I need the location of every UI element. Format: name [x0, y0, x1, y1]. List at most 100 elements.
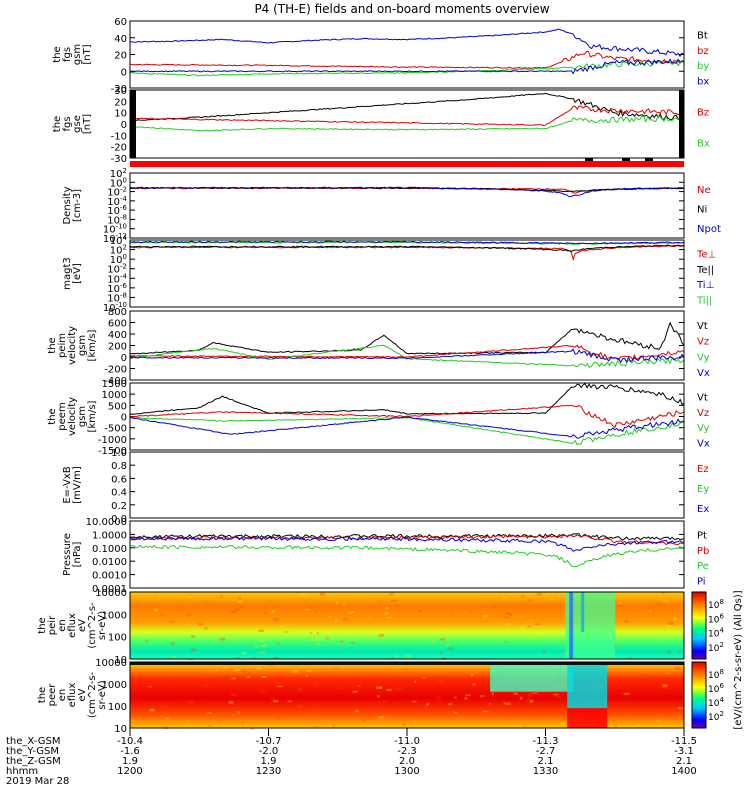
spectrogram-cell — [504, 614, 511, 616]
panel-frame — [129, 20, 685, 89]
spectrogram-cell — [412, 700, 417, 703]
ylabel: the — [52, 46, 63, 62]
spectrogram-cell — [378, 716, 385, 719]
xtick-label: -11.3 — [533, 736, 559, 747]
spectrogram-cell — [316, 632, 320, 635]
spectrogram-cell — [654, 603, 661, 605]
spectrogram-cell — [307, 670, 312, 672]
ytick-label: 10 — [114, 109, 127, 120]
spectrogram-cell — [393, 688, 398, 691]
spectrogram-cell — [247, 671, 252, 675]
spectrogram-cell — [479, 696, 483, 699]
spectrogram-cell — [465, 694, 471, 697]
colorbar-tick-label: 104 — [708, 696, 724, 709]
spectrogram-cell — [241, 669, 246, 673]
xtick-label: -10.4 — [117, 736, 143, 747]
status-bar — [130, 161, 684, 167]
ytick-label: 0.0010 — [92, 571, 127, 582]
ylabel: fgs — [62, 47, 73, 62]
spectrogram-cell — [519, 626, 526, 629]
spectrogram-cell — [553, 693, 559, 696]
spectrogram-cell — [203, 602, 210, 604]
ytick-label: 0 — [121, 413, 127, 424]
ytick-label: 1000 — [102, 680, 127, 691]
spectrogram-cell — [414, 680, 417, 683]
spectrogram-cell — [439, 651, 443, 655]
ylabel: [mV/m] — [72, 466, 83, 504]
spectrogram-cell — [164, 706, 169, 708]
spectrogram-cell — [435, 696, 441, 700]
spectrogram-cell — [351, 611, 355, 613]
legend-entry: Bt — [697, 31, 708, 42]
spectrogram-cell — [219, 720, 223, 723]
spectrogram-cell — [317, 643, 321, 646]
spectrogram-cell — [154, 608, 158, 612]
ylabel: [cm-3] — [72, 189, 83, 222]
spectrogram-cell — [384, 612, 389, 615]
spectrogram-cell — [171, 683, 175, 686]
spectrogram-event — [569, 592, 574, 659]
spectrogram-cell — [263, 611, 268, 615]
spectrogram-cell — [448, 703, 453, 706]
spectrogram-cell — [617, 604, 622, 607]
spectrogram-cell — [378, 634, 385, 637]
spectrogram-cell — [270, 601, 273, 603]
spectrogram-cell — [191, 648, 197, 652]
series-by — [129, 115, 685, 132]
spectrogram-cell — [507, 702, 511, 705]
xtick-label: -11.5 — [671, 736, 697, 747]
ytick-label: 0.4 — [111, 488, 127, 499]
spectrogram-cell — [204, 626, 208, 630]
panel-frame — [129, 451, 685, 519]
series-pb — [129, 534, 685, 546]
ylabel: peem — [57, 402, 68, 430]
xtick-label: 1300 — [394, 766, 419, 777]
spectrogram-cell — [339, 642, 342, 644]
ytick-label: -200 — [104, 365, 127, 376]
ytick-label: 600 — [108, 319, 127, 330]
spectrogram-cell — [436, 679, 442, 682]
ylabel: the — [47, 408, 58, 424]
spectrogram-cell — [482, 710, 489, 713]
spectrogram-cell — [628, 657, 634, 660]
spectrogram-cell — [426, 702, 429, 706]
legend-entry: Vx — [697, 438, 710, 449]
ylabel: en — [57, 619, 68, 632]
spectrogram-cell — [220, 595, 223, 598]
spectrogram-cell — [624, 619, 629, 623]
spectrogram-cell — [542, 650, 546, 654]
ytick-label: 0.8 — [111, 461, 127, 472]
spectrogram-cell — [445, 644, 450, 646]
legend-entry: Pi — [697, 576, 706, 587]
spectrogram-cell — [529, 699, 534, 703]
ytick-label: 1000 — [102, 610, 127, 621]
legend-entry: Ni — [697, 205, 707, 216]
ylabel: [nT] — [82, 44, 93, 64]
spectrogram-cell — [674, 666, 681, 670]
xtick-label: 2.0 — [399, 756, 415, 767]
spectrogram-cell — [297, 705, 301, 708]
spectrogram-cell — [667, 621, 674, 625]
spectrogram-cell — [662, 684, 668, 688]
spectrogram-cell — [521, 595, 525, 598]
xtick-label: 2.1 — [538, 756, 554, 767]
spectrogram-cell — [527, 693, 533, 697]
ytick-label: 0.0001 — [92, 584, 127, 595]
ytick-label: 0.6 — [111, 474, 127, 485]
spectrogram-cell — [131, 719, 136, 721]
colorbar-tick-label: 106 — [708, 612, 724, 625]
spectrogram-cell — [502, 596, 508, 600]
legend-entry: Vz — [697, 408, 709, 419]
ylabel: velocity — [67, 326, 78, 365]
legend-entry: bz — [697, 46, 709, 57]
ytick-label: 10 — [114, 655, 127, 666]
ytick-label: 60 — [114, 17, 127, 28]
spectrogram-cell — [504, 641, 509, 643]
ylabel: peim — [57, 333, 68, 358]
spectrogram-cell — [314, 638, 321, 641]
ytick-label: -20 — [111, 143, 127, 154]
legend-entry: Vt — [697, 321, 708, 332]
spectrogram-cell — [235, 608, 240, 611]
spectrogram-cell — [667, 625, 671, 628]
